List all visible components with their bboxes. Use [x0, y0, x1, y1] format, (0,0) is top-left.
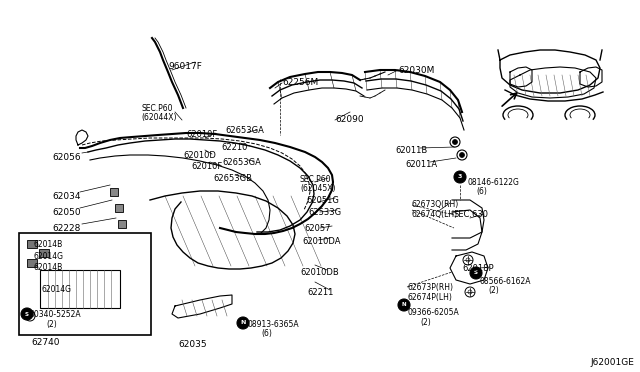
Text: 62011B: 62011B — [395, 146, 428, 155]
Text: 08146-6122G: 08146-6122G — [467, 178, 519, 187]
Text: S: S — [25, 311, 29, 317]
Text: 62090: 62090 — [335, 115, 364, 124]
Circle shape — [25, 311, 35, 321]
Text: N: N — [240, 321, 246, 326]
Text: 62010DB: 62010DB — [300, 268, 339, 277]
Text: 62014B: 62014B — [33, 263, 62, 272]
Circle shape — [463, 255, 473, 265]
Bar — [27, 259, 37, 267]
Text: S: S — [28, 314, 32, 318]
Text: 62056: 62056 — [52, 153, 81, 162]
Circle shape — [452, 140, 458, 144]
Text: 62011A: 62011A — [405, 160, 437, 169]
Circle shape — [460, 153, 465, 157]
Text: 62674P(LH): 62674P(LH) — [407, 293, 452, 302]
Text: (6): (6) — [476, 187, 487, 196]
Text: 62057: 62057 — [304, 224, 330, 233]
Text: 62014G: 62014G — [42, 285, 72, 294]
Text: 62014B: 62014B — [33, 240, 62, 249]
Circle shape — [468, 290, 472, 294]
Text: 62533G: 62533G — [308, 208, 341, 217]
Text: SEC.P60: SEC.P60 — [300, 175, 332, 184]
Bar — [27, 240, 37, 248]
Circle shape — [454, 171, 466, 183]
Polygon shape — [110, 188, 118, 196]
Text: 08913-6365A: 08913-6365A — [247, 320, 299, 329]
Text: 62653GA: 62653GA — [225, 126, 264, 135]
Text: 62010F: 62010F — [191, 162, 222, 171]
Text: 62211: 62211 — [307, 288, 333, 297]
Text: (2): (2) — [46, 320, 57, 329]
FancyBboxPatch shape — [19, 233, 151, 335]
Text: 62014G: 62014G — [33, 252, 63, 261]
Text: 62051G: 62051G — [306, 196, 339, 205]
Bar — [39, 249, 49, 257]
Circle shape — [466, 258, 470, 262]
Circle shape — [237, 317, 249, 329]
Text: N: N — [402, 302, 406, 308]
Text: (2): (2) — [420, 318, 431, 327]
Text: 62034: 62034 — [52, 192, 81, 201]
Text: 08566-6162A: 08566-6162A — [480, 277, 531, 286]
Text: 62050: 62050 — [52, 208, 81, 217]
Text: (62044X): (62044X) — [141, 113, 177, 122]
Text: 62228: 62228 — [52, 224, 81, 233]
Polygon shape — [115, 204, 123, 212]
Text: (6): (6) — [261, 329, 272, 338]
Circle shape — [398, 299, 410, 311]
Text: SEC.P60: SEC.P60 — [141, 104, 173, 113]
Text: 62673P(RH): 62673P(RH) — [407, 283, 453, 292]
Text: 62673Q(RH): 62673Q(RH) — [412, 200, 460, 209]
Text: 62653GA: 62653GA — [222, 158, 261, 167]
Text: 62674Q(LH): 62674Q(LH) — [412, 210, 458, 219]
Circle shape — [21, 308, 33, 320]
Text: 3: 3 — [458, 174, 462, 180]
Text: 62018P: 62018P — [462, 264, 493, 273]
Text: 00340-5252A: 00340-5252A — [30, 310, 82, 319]
Text: 62210: 62210 — [221, 143, 248, 152]
Text: SEC.630: SEC.630 — [453, 210, 488, 219]
Text: 62030M: 62030M — [398, 66, 435, 75]
Text: 62653GB: 62653GB — [213, 174, 252, 183]
Bar — [40, 270, 120, 308]
Polygon shape — [118, 220, 126, 228]
Text: 62010F: 62010F — [186, 130, 217, 139]
Text: 62035: 62035 — [179, 340, 207, 349]
Text: (62045X): (62045X) — [300, 184, 335, 193]
Text: S: S — [474, 270, 478, 276]
Text: 62256M: 62256M — [282, 78, 318, 87]
Text: 62740: 62740 — [32, 338, 60, 347]
Circle shape — [470, 267, 482, 279]
Text: 09366-6205A: 09366-6205A — [407, 308, 459, 317]
Text: J62001GE: J62001GE — [590, 358, 634, 367]
Text: 62010D: 62010D — [183, 151, 216, 160]
Text: (2): (2) — [488, 286, 499, 295]
Circle shape — [450, 137, 460, 147]
Circle shape — [457, 150, 467, 160]
Text: 96017F: 96017F — [168, 62, 202, 71]
Circle shape — [465, 287, 475, 297]
Text: 62010DA: 62010DA — [302, 237, 340, 246]
